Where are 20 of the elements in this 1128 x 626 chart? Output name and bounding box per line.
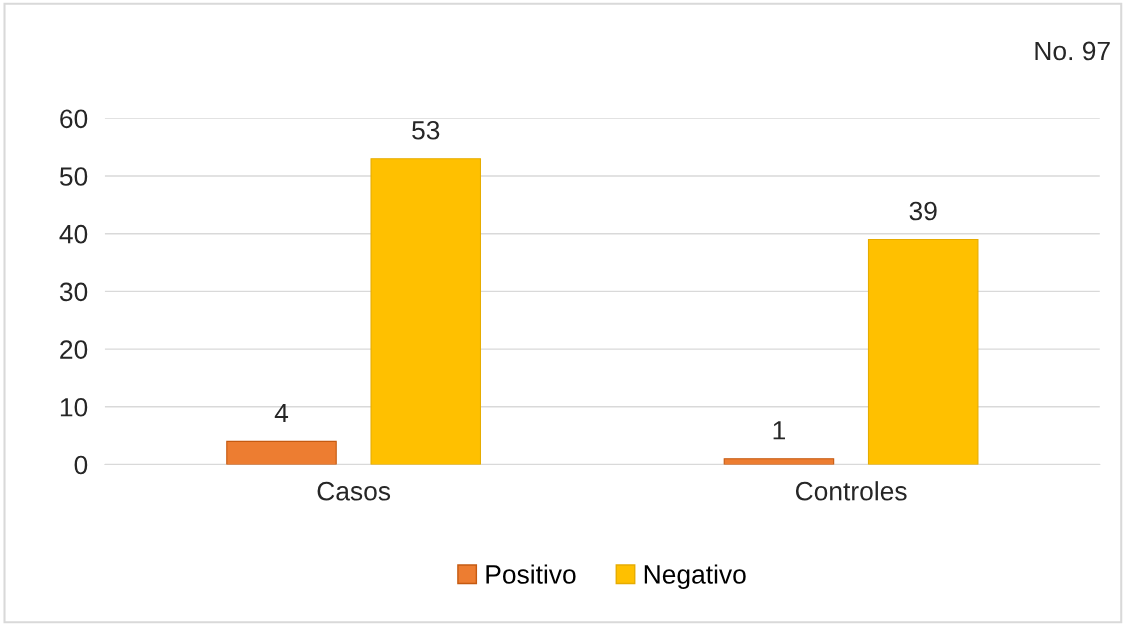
y-tick-label: 20	[60, 340, 88, 359]
legend-label: Negativo	[644, 564, 746, 589]
data-label: 53	[412, 120, 440, 140]
text: No. 97	[1035, 41, 1110, 61]
legend-label: Positivo	[486, 564, 576, 584]
y-tick-label: 50	[59, 167, 88, 186]
y-tick-label: 30	[59, 282, 88, 302]
bar	[867, 238, 979, 465]
data-label: 4	[274, 403, 289, 423]
y-tick-label: 60	[60, 109, 88, 129]
y-tick-label: 0	[74, 455, 88, 475]
bar	[723, 458, 835, 465]
y-tick-label: 40	[59, 224, 88, 244]
x-tick-label: Casos	[317, 481, 391, 501]
data-label: 39	[909, 201, 937, 221]
y-tick-label: 10	[60, 397, 88, 417]
x-tick-label: Controles	[795, 481, 907, 501]
data-label: 1	[773, 421, 785, 440]
bar	[226, 440, 337, 465]
bar	[370, 158, 482, 465]
